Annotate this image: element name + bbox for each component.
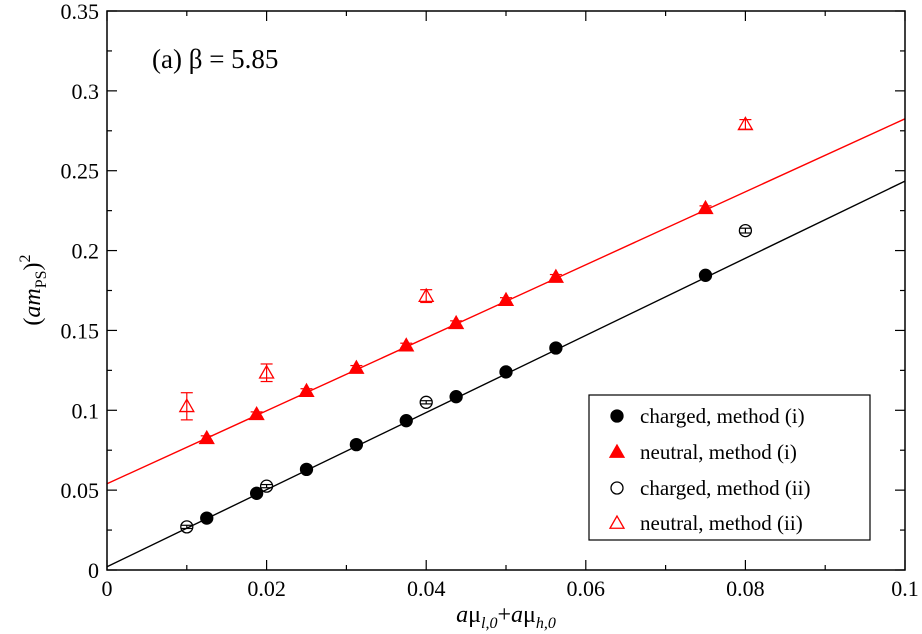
legend-marker xyxy=(610,481,624,495)
data-point xyxy=(198,429,215,445)
data-point xyxy=(449,390,463,404)
data-point xyxy=(299,462,314,477)
data-point xyxy=(258,364,275,379)
x-axis-title: aμl,0+aμh,0 xyxy=(456,602,556,632)
y-tick-label: 0.3 xyxy=(72,79,100,104)
data-point xyxy=(178,397,195,413)
legend-label-charged-ii: charged, method (ii) xyxy=(640,476,810,500)
y-tick-label: 0 xyxy=(88,558,99,583)
data-point xyxy=(418,287,435,302)
legend: charged, method (i) neutral, method (i) … xyxy=(588,394,871,541)
legend-marker xyxy=(610,409,624,423)
x-tick-label: 0.1 xyxy=(891,576,919,601)
panel-label: (a) β = 5.85 xyxy=(152,44,278,74)
data-points xyxy=(178,116,754,534)
data-point xyxy=(738,223,753,238)
x-tick-label: 0.08 xyxy=(726,576,765,601)
y-tick-label: 0.2 xyxy=(72,239,100,264)
y-tick-label: 0.05 xyxy=(61,478,100,503)
legend-label-neutral-i: neutral, method (i) xyxy=(640,440,797,464)
x-tick-label: 0 xyxy=(102,576,113,601)
data-point xyxy=(547,268,564,283)
data-point xyxy=(349,437,364,452)
legend-marker xyxy=(608,514,626,529)
data-point xyxy=(398,337,415,352)
legend-box xyxy=(588,394,871,541)
y-axis-title: (amPS)2 xyxy=(17,254,50,325)
y-tick-label: 0.1 xyxy=(72,398,100,423)
legend-marker xyxy=(608,443,626,458)
data-point xyxy=(499,365,513,379)
data-point xyxy=(298,382,315,398)
data-point xyxy=(180,520,194,534)
y-tick-label: 0.15 xyxy=(61,318,100,343)
data-point xyxy=(698,268,713,282)
data-point xyxy=(399,414,413,428)
x-tick-label: 0.02 xyxy=(247,576,286,601)
y-tick-label: 0.35 xyxy=(61,0,100,24)
data-point xyxy=(348,359,365,374)
data-point xyxy=(737,116,754,131)
data-point xyxy=(697,199,714,215)
data-point xyxy=(200,511,214,525)
data-point xyxy=(549,341,563,355)
x-tick-label: 0.04 xyxy=(407,576,446,601)
legend-label-charged-i: charged, method (i) xyxy=(640,404,805,428)
data-point xyxy=(497,291,515,306)
data-point xyxy=(248,405,265,421)
data-point xyxy=(419,395,433,409)
x-tick-label: 0.06 xyxy=(567,576,606,601)
legend-label-neutral-ii: neutral, method (ii) xyxy=(640,511,803,535)
data-point xyxy=(448,314,465,330)
legend-markers xyxy=(608,409,626,529)
axis-ticks: 0 0.02 0.04 0.06 0.08 0.1 0 0.05 0.1 0.15 0.2 0.25 0… xyxy=(61,0,919,601)
data-point xyxy=(249,486,264,500)
data-point xyxy=(259,479,274,493)
y-tick-label: 0.25 xyxy=(61,159,100,184)
